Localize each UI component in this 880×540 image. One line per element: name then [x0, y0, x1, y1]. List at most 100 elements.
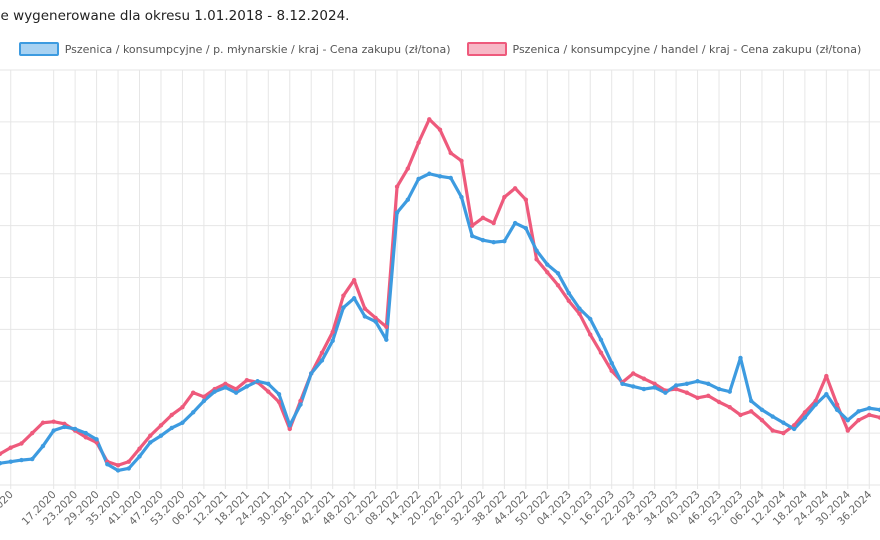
data-point-pink: [770, 428, 775, 433]
data-point-blue: [212, 389, 217, 394]
data-point-pink: [94, 440, 99, 445]
data-point-blue: [8, 459, 13, 464]
data-point-blue: [0, 461, 3, 466]
data-point-blue: [384, 337, 389, 342]
data-point-pink: [62, 421, 67, 426]
legend-item-pink-series[interactable]: Pszenica / konsumpcyjne / handel / kraj …: [466, 42, 861, 56]
legend-swatch-blue: [18, 42, 59, 56]
data-point-blue: [824, 392, 829, 397]
data-point-pink: [51, 419, 56, 424]
chart-points: [0, 117, 880, 473]
data-point-pink: [802, 410, 808, 415]
data-point-pink: [706, 393, 711, 398]
data-point-blue: [72, 426, 78, 432]
data-point-blue: [341, 305, 346, 310]
data-point-blue: [469, 233, 475, 239]
data-point-blue: [427, 171, 432, 176]
data-point-blue: [83, 430, 89, 436]
data-point-pink: [813, 398, 818, 404]
data-point-blue: [523, 226, 529, 231]
legend-swatch-pink: [466, 42, 507, 56]
data-point-blue: [351, 296, 357, 301]
data-point-pink: [673, 386, 679, 392]
data-point-blue: [491, 240, 496, 245]
data-point-pink: [609, 368, 614, 374]
data-point-blue: [437, 174, 443, 179]
data-point-pink: [319, 350, 325, 355]
data-point-blue: [813, 402, 818, 407]
data-point-blue: [502, 238, 507, 244]
data-point-blue: [749, 398, 754, 404]
data-point-blue: [663, 390, 668, 395]
data-point-pink: [502, 194, 507, 200]
data-point-pink: [749, 409, 754, 414]
data-point-blue: [695, 379, 700, 384]
data-point-pink: [115, 463, 121, 468]
data-point-blue: [362, 314, 368, 319]
chart-legend: Pszenica / konsumpcyjne / p. młynarskie …: [0, 42, 880, 56]
data-point-pink: [180, 404, 185, 410]
data-point-blue: [791, 426, 797, 432]
data-point-pink: [169, 412, 174, 418]
data-point-blue: [309, 371, 314, 376]
data-point-blue: [105, 462, 110, 467]
data-point-blue: [480, 237, 486, 243]
data-point-pink: [201, 394, 207, 400]
data-point-pink: [394, 184, 400, 189]
data-point-pink: [437, 127, 443, 132]
data-point-pink: [427, 117, 432, 122]
data-point-pink: [0, 451, 3, 457]
x-axis-ticks: 01.2020 17.202023.202029.202035.202041.20…: [0, 488, 875, 527]
data-point-blue: [673, 383, 679, 388]
legend-item-blue-series[interactable]: Pszenica / konsumpcyjne / p. młynarskie …: [18, 42, 451, 56]
data-point-pink: [738, 412, 743, 418]
data-point-pink: [40, 420, 46, 425]
data-point-pink: [8, 445, 13, 450]
data-point-pink: [362, 306, 368, 311]
data-point-blue: [781, 420, 786, 425]
data-point-blue: [394, 210, 400, 215]
data-point-blue: [834, 407, 840, 412]
data-point-pink: [641, 376, 647, 381]
data-point-pink: [276, 399, 282, 405]
data-point-blue: [416, 176, 421, 182]
data-point-blue: [319, 358, 325, 363]
data-point-pink: [630, 371, 636, 376]
data-point-pink: [588, 332, 593, 337]
legend-label-blue-series: Pszenica / konsumpcyjne / p. młynarskie …: [64, 42, 451, 56]
data-point-blue: [19, 457, 24, 463]
data-point-pink: [534, 257, 539, 262]
data-point-blue: [223, 385, 228, 390]
data-point-blue: [51, 428, 56, 433]
data-point-pink: [716, 399, 722, 405]
data-point-pink: [223, 381, 228, 387]
data-point-blue: [180, 420, 185, 425]
data-point-pink: [824, 373, 829, 379]
data-point-blue: [620, 381, 625, 387]
data-point-pink: [834, 402, 840, 407]
data-point-blue: [598, 337, 604, 342]
data-point-pink: [459, 158, 464, 163]
data-point-pink: [137, 446, 142, 451]
data-point-blue: [137, 454, 142, 459]
data-point-blue: [566, 290, 571, 296]
data-point-blue: [169, 425, 174, 431]
data-point-pink: [598, 350, 604, 355]
data-point-blue: [29, 456, 35, 462]
data-point-blue: [126, 466, 131, 471]
data-point-pink: [781, 430, 786, 436]
data-point-blue: [727, 389, 732, 394]
data-point-pink: [29, 430, 35, 436]
data-point-pink: [652, 381, 657, 387]
data-point-blue: [276, 392, 282, 397]
data-point-pink: [469, 223, 475, 228]
data-point-blue: [266, 381, 271, 387]
data-point-blue: [40, 443, 46, 449]
data-point-blue: [716, 386, 722, 392]
data-point-pink: [545, 270, 550, 275]
x-tick-label: 01.2020: [0, 489, 16, 528]
data-point-blue: [684, 381, 690, 387]
data-point-blue: [255, 379, 260, 384]
data-point-pink: [577, 311, 582, 317]
